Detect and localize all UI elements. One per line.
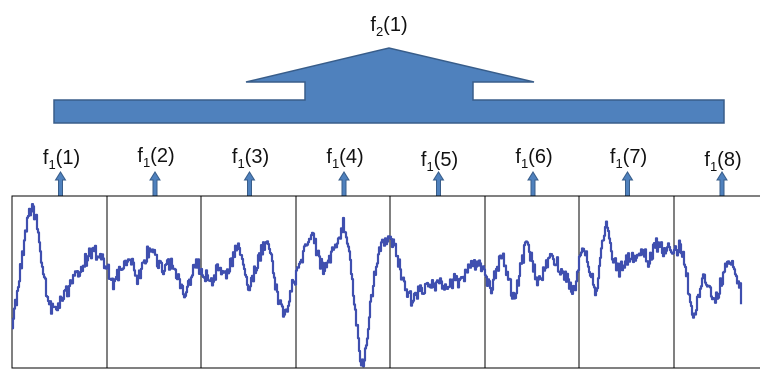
segment-label: f1(2) [137, 145, 174, 170]
segment-label: f1(6) [515, 146, 552, 171]
up-arrow [338, 171, 350, 197]
up-arrow [621, 171, 634, 197]
segment-labels: f1(1) f1(2) f1(3) f1(4) f1(5) f1(6) f1(7) f1(8) [43, 145, 742, 174]
segment-label: f1(8) [704, 149, 741, 174]
segment-label: f1(3) [232, 146, 269, 171]
segment-label-sub: 1 [48, 157, 55, 172]
segment-label-sub: 1 [237, 156, 244, 171]
segment-label-sub: 1 [426, 159, 433, 174]
segment-label-base: f [421, 149, 427, 171]
segment-label-sub: 1 [615, 156, 622, 171]
segment-label-arg: (3) [245, 146, 269, 168]
signal-frame-border [11, 195, 760, 369]
up-arrow [243, 171, 256, 197]
top-label: f2(1) [370, 14, 407, 39]
signal-trace [11, 203, 743, 368]
segment-label-base: f [610, 146, 616, 168]
segment-label-base: f [515, 146, 521, 168]
segment-label-arg: (8) [717, 149, 741, 171]
segment-label-base: f [232, 146, 238, 168]
segment-arrows [54, 171, 728, 197]
segment-label-arg: (2) [150, 145, 174, 167]
segment-label-arg: (1) [56, 147, 80, 169]
top-label-base: f [370, 14, 376, 36]
segment-label-base: f [137, 145, 143, 167]
segment-label: f1(5) [421, 149, 458, 174]
segment-label-sub: 1 [143, 155, 150, 170]
segment-label-base: f [43, 147, 49, 169]
top-label-arg: (1) [383, 14, 407, 36]
segment-label-arg: (5) [434, 149, 458, 171]
up-arrow [149, 171, 161, 197]
up-arrow [432, 171, 445, 197]
segment-label-arg: (7) [623, 146, 647, 168]
segment-label: f1(7) [610, 146, 647, 171]
up-arrow [527, 171, 539, 197]
segment-label-arg: (4) [339, 146, 363, 168]
segment-label-arg: (6) [528, 146, 552, 168]
segment-label-sub: 1 [521, 156, 528, 171]
segment-label-sub: 1 [710, 159, 717, 174]
top-label-sub: 2 [376, 24, 383, 39]
signal-frame [11, 195, 760, 369]
aggregation-arrow [53, 47, 725, 124]
segment-label-base: f [326, 146, 332, 168]
up-arrow [716, 171, 728, 197]
segment-label: f1(1) [43, 147, 80, 172]
segment-label-base: f [704, 149, 710, 171]
up-arrow [54, 171, 67, 197]
segment-label: f1(4) [326, 146, 363, 171]
segment-label-sub: 1 [332, 156, 339, 171]
